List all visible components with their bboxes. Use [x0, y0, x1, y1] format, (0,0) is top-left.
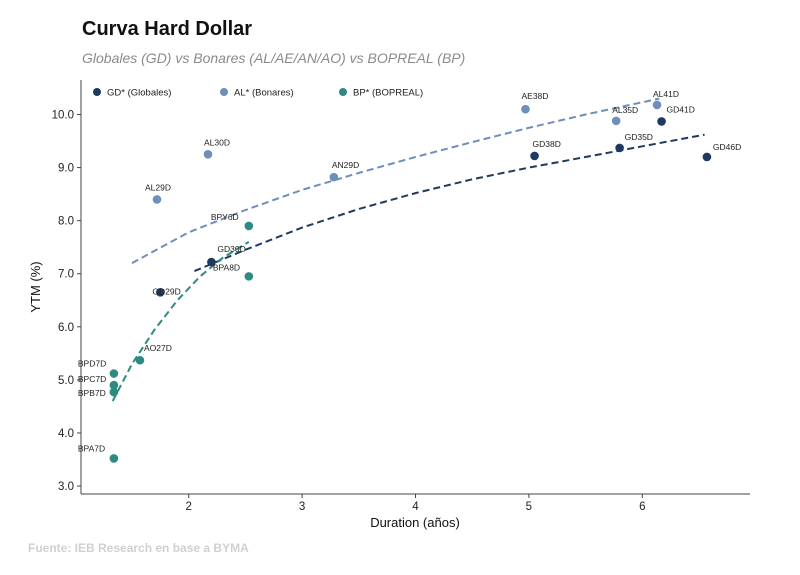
- point-label: GD41D: [667, 104, 695, 114]
- point-label: AL30D: [204, 137, 230, 147]
- y-tick-label: 10.0: [52, 110, 74, 122]
- y-ticks: 3.0 4.0 5.0 6.0 7.0 8.0 9.0 10.0: [52, 110, 81, 493]
- point-label: AL35D: [612, 105, 638, 115]
- trend-lines: [111, 97, 705, 402]
- data-point: [329, 172, 339, 182]
- data-point: [156, 288, 165, 297]
- y-tick-label: 6.0: [58, 322, 74, 334]
- legend-label: AL* (Bonares): [234, 88, 294, 99]
- point-label: BPY6D: [211, 212, 239, 222]
- trend-line: [194, 133, 705, 273]
- x-tick-label: 6: [639, 501, 645, 513]
- y-tick-label: 5.0: [58, 375, 74, 387]
- data-point: [652, 100, 662, 110]
- point-label: BPC7D: [78, 374, 106, 384]
- point-label: GD38D: [533, 139, 561, 149]
- data-point: [611, 116, 621, 126]
- x-tick-label: 3: [299, 501, 305, 513]
- y-axis-title: YTM (%): [28, 261, 43, 312]
- y-tick-label: 8.0: [58, 216, 74, 228]
- point-label: GD35D: [625, 132, 653, 142]
- y-tick-label: 3.0: [58, 481, 74, 493]
- data-points: [109, 100, 712, 463]
- legend-label: GD* (Globales): [107, 88, 171, 99]
- x-tick-label: 2: [186, 501, 192, 513]
- chart-title: Curva Hard Dollar: [82, 18, 253, 40]
- data-point: [135, 355, 145, 365]
- point-label: GD30D: [217, 244, 245, 254]
- data-point: [521, 104, 530, 114]
- legend-marker: [93, 88, 101, 96]
- point-label: BPB7D: [78, 388, 106, 398]
- data-point: [244, 221, 254, 231]
- data-point: [109, 380, 119, 390]
- y-tick-label: 9.0: [58, 163, 74, 175]
- x-ticks: 2 3 4 5 6: [186, 494, 645, 513]
- chart-subtitle: Globales (GD) vs Bonares (AL/AE/AN/AO) v…: [82, 50, 466, 66]
- trend-line: [111, 241, 250, 402]
- y-tick-label: 4.0: [58, 428, 74, 440]
- x-tick-label: 4: [412, 501, 419, 513]
- data-point: [702, 152, 712, 162]
- trend-line: [131, 97, 660, 264]
- legend: GD* (Globales) AL* (Bonares) BP* (BOPREAL): [93, 88, 423, 99]
- x-tick-label: 5: [526, 501, 532, 513]
- point-label: AE38D: [521, 91, 548, 101]
- point-label: AO27D: [144, 343, 172, 353]
- source-note: Fuente: IEB Research en base a BYMA: [28, 541, 249, 555]
- data-point: [244, 272, 254, 281]
- data-point: [530, 151, 539, 161]
- data-point: [109, 369, 119, 378]
- point-label: AL29D: [145, 182, 171, 192]
- data-point: [109, 454, 119, 463]
- data-point: [207, 257, 216, 267]
- point-label: AN29D: [332, 160, 359, 170]
- legend-label: BP* (BOPREAL): [353, 88, 423, 99]
- data-point: [657, 117, 666, 126]
- point-label: BPA8D: [213, 262, 240, 272]
- data-point: [203, 150, 213, 159]
- legend-marker: [220, 88, 228, 96]
- x-axis-title: Duration (años): [370, 515, 460, 530]
- data-point: [109, 387, 119, 397]
- legend-marker: [339, 88, 347, 96]
- point-label: AL41D: [653, 89, 679, 99]
- data-point: [152, 195, 162, 204]
- point-label: GD46D: [713, 142, 741, 152]
- data-point: [615, 143, 624, 153]
- y-tick-label: 7.0: [58, 269, 74, 281]
- point-label: BPD7D: [78, 359, 106, 369]
- point-label: BPA7D: [78, 443, 105, 453]
- point-label: GD29D: [152, 286, 180, 296]
- point-labels: GD29D GD30D GD38D GD35D GD41D GD46D AL29D AL30D…: [78, 89, 741, 453]
